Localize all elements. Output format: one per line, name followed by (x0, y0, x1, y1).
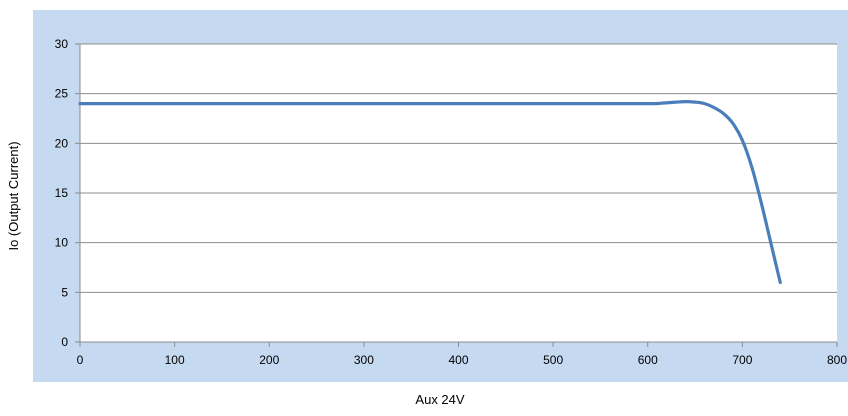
series-line (78, 100, 782, 284)
y-tick-label: 5 (61, 285, 68, 299)
y-tick-label: 15 (55, 186, 69, 200)
x-tick-label: 0 (77, 353, 84, 367)
x-tick-label: 200 (259, 353, 279, 367)
y-tick-label: 30 (55, 37, 69, 51)
x-tick-label: 700 (732, 353, 752, 367)
y-tick-label: 10 (55, 236, 69, 250)
y-tick-labels: 0 5 10 15 20 25 30 (55, 37, 69, 349)
x-tick-label: 800 (827, 353, 847, 367)
x-axis-label: Aux 24V (415, 392, 464, 407)
x-tick-label: 100 (165, 353, 185, 367)
y-tick-label: 0 (61, 335, 68, 349)
x-tick-label: 400 (448, 353, 468, 367)
y-tick-label: 25 (55, 87, 69, 101)
x-tick-labels: 0 100 200 300 400 500 600 700 800 (77, 353, 848, 367)
y-axis-label: Io (Output Current) (6, 141, 21, 250)
x-tick-label: 600 (638, 353, 658, 367)
x-tick-label: 300 (354, 353, 374, 367)
x-tick-label: 500 (543, 353, 563, 367)
series-lines (78, 100, 782, 284)
gridlines (75, 43, 837, 343)
y-tick-label: 20 (55, 136, 69, 150)
axes (79, 44, 838, 347)
